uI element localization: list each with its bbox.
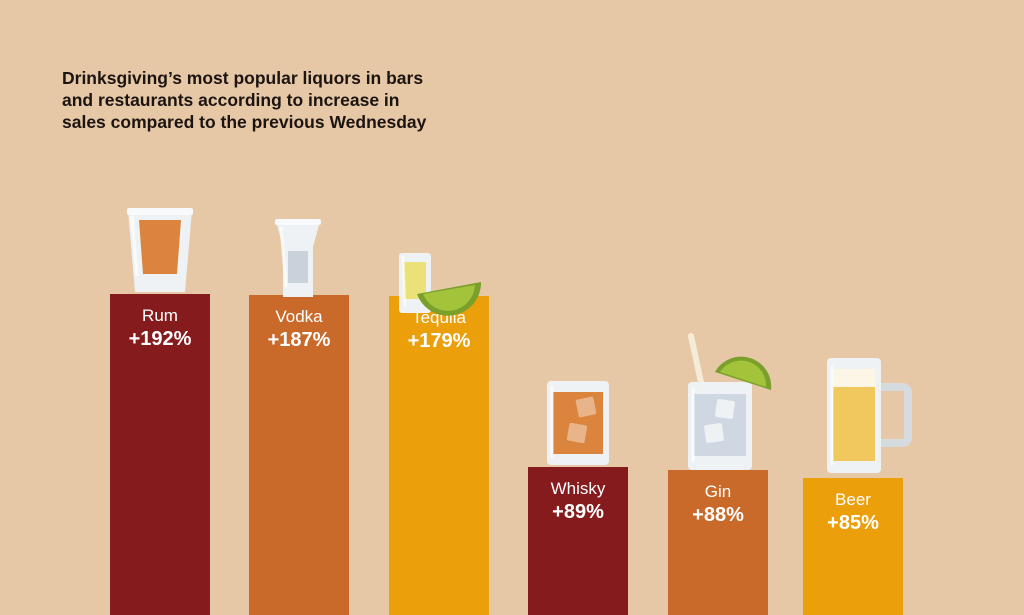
bar-value-label: +192% [128, 328, 192, 350]
bar-tequila: Tequila +179% [389, 295, 489, 615]
bar-category-label: Whisky [550, 479, 606, 498]
bar-value-label: +88% [692, 503, 744, 526]
bar-whisky: Whisky +89% [528, 467, 628, 615]
bar-beer: Beer +85% [803, 477, 903, 615]
chart-title-line: and restaurants according to increase in [62, 90, 400, 110]
bar-value-label: +179% [407, 329, 471, 352]
shot-glass-rum-icon [127, 208, 193, 292]
chart-title-line: Drinksgiving’s most popular liquors in b… [62, 68, 424, 88]
bar-value-label: +85% [827, 511, 879, 534]
bar-vodka: Vodka +187% [249, 294, 349, 615]
bar-value-label: +187% [267, 328, 331, 351]
bar-value-label: +89% [552, 501, 604, 523]
tequila-shot-lime-icon [399, 253, 482, 316]
shot-glass-vodka-icon [275, 219, 321, 297]
gin-glass-lime-straw-icon [688, 333, 772, 470]
bar-category-label: Vodka [275, 306, 323, 326]
beer-mug-icon [827, 358, 912, 473]
bar-category-label: Gin [704, 481, 732, 501]
chart-title: Drinksgiving’s most popular liquors in b… [62, 67, 482, 133]
bar-category-label: Rum [142, 306, 178, 325]
chart-title-line: sales compared to the previous Wednesday [62, 112, 427, 132]
bar-category-label: Beer [835, 489, 871, 509]
whisky-rocks-glass-icon [547, 381, 609, 465]
bar-gin: Gin +88% [668, 469, 768, 615]
bar-rum: Rum +192% [110, 294, 210, 615]
